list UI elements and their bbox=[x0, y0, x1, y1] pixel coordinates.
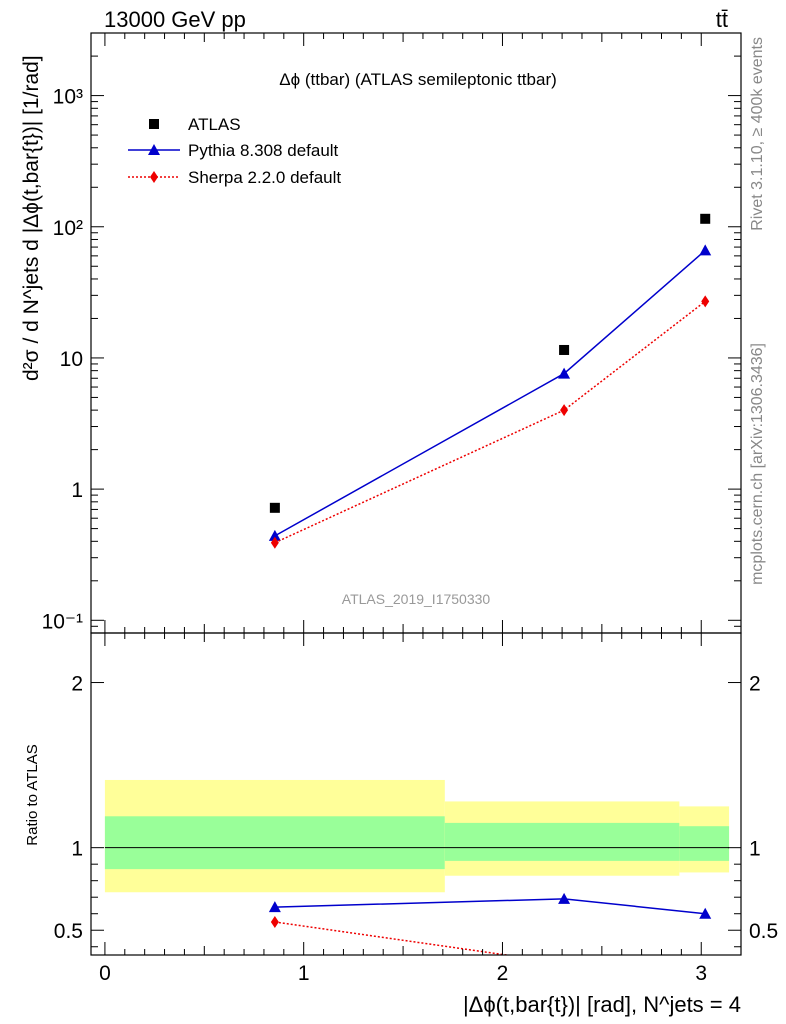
uncertainty-band-green bbox=[104, 816, 445, 870]
ratio-y-tick-label-left: 2 bbox=[71, 673, 83, 696]
uncertainty-band-green bbox=[679, 826, 730, 861]
ratio-triangle-marker bbox=[699, 907, 712, 919]
legend-label: Pythia 8.308 default bbox=[188, 141, 339, 160]
uncertainty-band-green bbox=[444, 822, 680, 861]
legend-triangle-marker bbox=[148, 144, 160, 155]
y-tick-label: 1 bbox=[71, 479, 83, 502]
mcplots-label: mcplots.cern.ch [arXiv:1306.3436] bbox=[749, 343, 766, 585]
ratio-triangle-marker bbox=[558, 892, 571, 904]
y-tick-label: 10³ bbox=[53, 86, 83, 109]
ratio-y-tick-label-left: 1 bbox=[71, 838, 83, 861]
x-tick-label: 3 bbox=[695, 962, 707, 985]
square-marker bbox=[269, 502, 280, 513]
triangle-marker bbox=[268, 529, 281, 541]
ratio-y-axis-label: Ratio to ATLAS bbox=[24, 744, 41, 845]
triangle-marker bbox=[558, 367, 571, 379]
y-tick-label: 10⁻¹ bbox=[42, 610, 83, 633]
ratio-y-tick-label-left: 0.5 bbox=[54, 920, 83, 943]
series-line bbox=[274, 300, 706, 544]
triangle-marker bbox=[699, 244, 712, 256]
ratio-series-group bbox=[268, 892, 712, 955]
legend-diamond-marker bbox=[150, 171, 158, 183]
energy-label: 13000 GeV pp bbox=[104, 7, 246, 32]
legend-label: ATLAS bbox=[188, 115, 241, 134]
series-line bbox=[274, 249, 706, 537]
diamond-marker bbox=[270, 536, 279, 549]
legend-label: Sherpa 2.2.0 default bbox=[188, 168, 341, 187]
ratio-series-line bbox=[274, 898, 706, 915]
square-marker bbox=[559, 344, 570, 355]
y-tick-label: 10² bbox=[53, 217, 83, 240]
y-tick-label: 10 bbox=[60, 348, 83, 371]
ratio-triangle-marker bbox=[268, 901, 281, 913]
diamond-marker bbox=[701, 295, 710, 308]
ratio-y-tick-label-right: 1 bbox=[749, 838, 761, 861]
square-marker bbox=[700, 213, 711, 224]
ratio-diamond-marker bbox=[270, 915, 279, 928]
x-axis-label: |Δϕ(t,bar{t})| [rad], N^jets = 4 bbox=[463, 992, 741, 1017]
main-panel: 10⁻¹ 1 10 10² 10³ bbox=[42, 32, 742, 634]
ratio-y-tick-label-right: 0.5 bbox=[749, 920, 778, 943]
legend: ATLAS Pythia 8.308 default Sherpa 2.2.0 de… bbox=[128, 115, 341, 187]
main-plot-title: Δϕ (ttbar) (ATLAS semileptonic ttbar) bbox=[279, 70, 557, 89]
x-tick-label: 2 bbox=[497, 962, 509, 985]
process-label: tt̄ bbox=[716, 7, 728, 32]
ratio-y-tick-label-right: 2 bbox=[749, 673, 761, 696]
x-tick-label: 1 bbox=[298, 962, 310, 985]
ratio-panel: 0.5 0.5 1 1 2 2 0 1 2 3 bbox=[54, 632, 778, 985]
main-y-axis-label: d²σ / d N^jets d |Δϕ(t,bar{t})| [1/rad] bbox=[20, 55, 43, 381]
ratio-series-line bbox=[274, 921, 512, 955]
diamond-marker bbox=[560, 404, 569, 417]
rivet-label: Rivet 3.1.10, ≥ 400k events bbox=[749, 37, 766, 231]
legend-square-marker bbox=[149, 119, 159, 129]
analysis-watermark: ATLAS_2019_I1750330 bbox=[342, 591, 491, 607]
ratio-frame bbox=[90, 632, 742, 956]
x-tick-label: 0 bbox=[99, 962, 111, 985]
